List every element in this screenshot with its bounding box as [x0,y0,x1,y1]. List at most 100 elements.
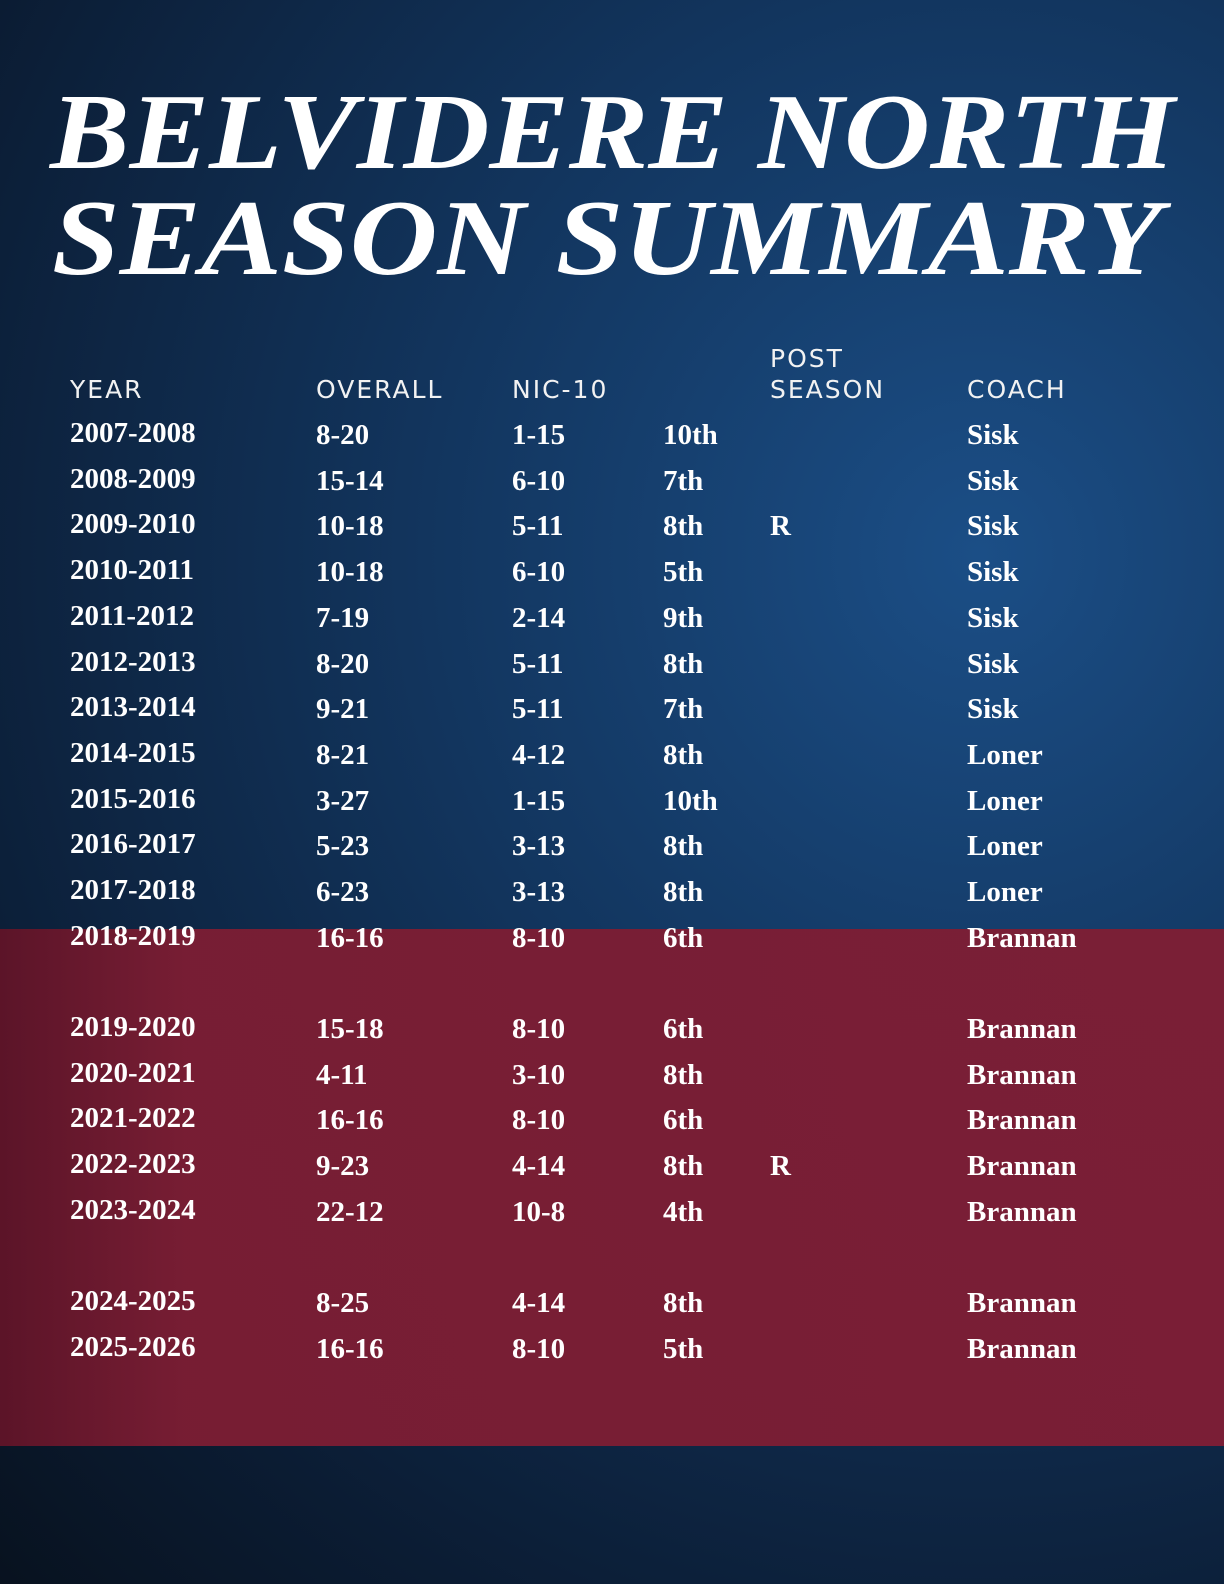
column-header: COACH [967,375,1067,404]
place-cell: 8th [663,1150,704,1182]
place-cell: 7th [663,464,704,497]
year-cell: 2007-2008 [70,417,196,449]
post-cell: R [770,510,791,543]
overall-cell: 8-20 [316,419,370,451]
coach-cell: Brannan [967,1058,1077,1091]
overall-cell: 15-18 [316,1012,384,1045]
overall-cell: 16-16 [316,1104,384,1137]
nic10-cell: 1-15 [512,419,566,451]
overall-cell: 9-23 [316,1150,370,1182]
year-cell: 2011-2012 [70,599,195,632]
overall-cell: 22-12 [316,1195,384,1228]
place-cell: 9th [663,601,704,634]
coach-cell: Sisk [967,419,1019,451]
nic10-cell: 1-15 [512,784,566,817]
nic10-cell: 4-14 [512,1286,566,1319]
coach-cell: Loner [967,876,1043,908]
title-block: BELVIDERE NORTH SEASON SUMMARY [49,73,1178,298]
overall-cell: 16-16 [316,921,384,954]
year-cell: 2025-2026 [70,1330,196,1363]
place-cell: 7th [663,693,704,726]
overall-cell: 16-16 [316,1332,384,1365]
nic10-cell: 8-10 [512,1332,566,1365]
coach-cell: Brannan [967,1104,1077,1137]
place-cell: 8th [663,876,704,908]
overall-cell: 3-27 [316,784,370,817]
overall-cell: 15-14 [316,464,384,497]
year-cell: 2022-2023 [70,1148,196,1180]
year-cell: 2021-2022 [70,1102,196,1135]
place-cell: 6th [663,1012,704,1045]
place-cell: 10th [663,419,718,451]
title-line: BELVIDERE NORTH [49,73,1178,192]
coach-cell: Loner [967,784,1043,817]
place-cell: 6th [663,921,704,954]
overall-cell: 5-23 [316,830,370,863]
overall-cell: 8-21 [316,738,370,771]
coach-cell: Sisk [967,556,1019,589]
year-cell: 2010-2011 [70,554,195,587]
nic10-cell: 3-10 [512,1058,566,1091]
year-cell: 2016-2017 [70,828,196,861]
year-cell: 2017-2018 [70,874,196,906]
column-header: NIC-10 [512,375,609,404]
nic10-cell: 8-10 [512,921,566,954]
place-cell: 6th [663,1104,704,1137]
column-header: SEASON [770,375,886,404]
nic10-cell: 8-10 [512,1104,566,1137]
nic10-cell: 6-10 [512,556,566,589]
post-cell: R [770,1150,791,1182]
place-cell: 8th [663,647,704,680]
year-cell: 2020-2021 [70,1056,196,1089]
nic10-cell: 10-8 [512,1195,566,1228]
overall-cell: 8-20 [316,647,370,680]
place-cell: 10th [663,784,718,817]
overall-cell: 10-18 [316,510,384,543]
highlight-band [0,929,1224,1446]
coach-cell: Brannan [967,1195,1077,1228]
place-cell: 8th [663,1058,704,1091]
nic10-cell: 5-11 [512,510,564,543]
year-cell: 2009-2010 [70,508,196,541]
coach-cell: Loner [967,830,1043,863]
nic10-cell: 5-11 [512,647,564,680]
place-cell: 8th [663,738,704,771]
overall-cell: 7-19 [316,601,370,634]
place-cell: 5th [663,556,704,589]
nic10-cell: 8-10 [512,1012,566,1045]
place-cell: 8th [663,1286,704,1319]
nic10-cell: 4-14 [512,1150,566,1182]
coach-cell: Sisk [967,464,1019,497]
overall-cell: 9-21 [316,693,370,726]
nic10-cell: 5-11 [512,693,564,726]
year-cell: 2023-2024 [70,1193,196,1226]
coach-cell: Sisk [967,647,1019,680]
column-header: YEAR [70,375,144,404]
nic10-cell: 3-13 [512,830,566,863]
coach-cell: Sisk [967,601,1019,634]
year-cell: 2015-2016 [70,782,196,815]
nic10-cell: 4-12 [512,738,566,771]
year-cell: 2014-2015 [70,736,196,769]
title-line: SEASON SUMMARY [52,179,1172,298]
year-cell: 2008-2009 [70,462,196,495]
year-cell: 2024-2025 [70,1284,196,1317]
coach-cell: Brannan [967,1332,1077,1365]
coach-cell: Brannan [967,1150,1077,1182]
nic10-cell: 6-10 [512,464,566,497]
nic10-cell: 3-13 [512,876,566,908]
coach-cell: Sisk [967,510,1019,543]
year-cell: 2018-2019 [70,919,196,952]
place-cell: 4th [663,1195,704,1228]
coach-cell: Brannan [967,1286,1077,1319]
year-cell: 2012-2013 [70,645,196,678]
place-cell: 5th [663,1332,704,1365]
coach-cell: Loner [967,738,1043,771]
overall-cell: 10-18 [316,556,384,589]
column-header: POST [770,344,844,373]
overall-cell: 4-11 [316,1058,368,1091]
column-header: OVERALL [316,375,444,404]
place-cell: 8th [663,510,704,543]
place-cell: 8th [663,830,704,863]
